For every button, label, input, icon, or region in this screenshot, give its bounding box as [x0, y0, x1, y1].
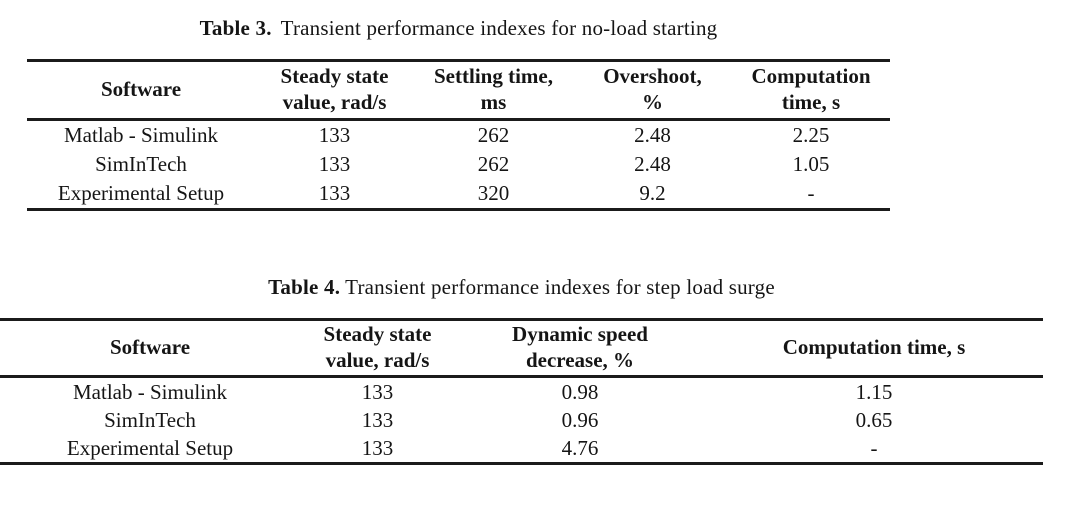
table3-header-software: Software: [100, 77, 182, 102]
table4-header-computation-time: Computation time, s: [782, 335, 966, 360]
cell-computation-time: -: [807, 181, 815, 206]
cell-settling-time: 262: [477, 152, 510, 177]
table3-caption: Table 3. Transient performance indexes fo…: [27, 16, 890, 41]
cell-software: Matlab - Simulink: [73, 379, 227, 404]
table3-no-load-starting: Software Steady state value, rad/s Settl…: [27, 59, 890, 211]
cell-settling-time: 262: [477, 123, 510, 148]
table-row-matlab: Matlab - Simulink 133 262 2.48 2.25: [27, 120, 890, 151]
table3-caption-text: Transient performance indexes for no-loa…: [280, 16, 718, 40]
cell-computation-time: 1.15: [855, 379, 893, 404]
cell-settling-time: 320: [477, 181, 510, 206]
cell-steady-state: 133: [361, 435, 394, 460]
table4-header-steady-state: Steady state value, rad/s: [323, 322, 432, 372]
table4-caption: Table 4. Transient performance indexes fo…: [0, 275, 1043, 300]
cell-steady-state: 133: [361, 407, 394, 432]
table-row-matlab: Matlab - Simulink 133 0.98 1.15: [0, 377, 1043, 407]
table4-caption-text: Transient performance indexes for step l…: [345, 275, 775, 299]
cell-dynamic-speed-decrease: 0.96: [561, 407, 599, 432]
cell-software: Matlab - Simulink: [64, 123, 218, 148]
table4-header-software: Software: [109, 335, 191, 360]
cell-overshoot: 2.48: [634, 152, 671, 177]
table3-header-steady-state: Steady state value, rad/s: [280, 64, 389, 114]
cell-overshoot: 2.48: [634, 123, 671, 148]
cell-steady-state: 133: [318, 181, 351, 206]
cell-steady-state: 133: [361, 379, 394, 404]
table-row-simintech: SimInTech 133 262 2.48 1.05: [27, 150, 890, 179]
table3-header-row: Software Steady state value, rad/s Settl…: [27, 61, 890, 120]
cell-steady-state: 133: [318, 152, 351, 177]
table-row-simintech: SimInTech 133 0.96 0.65: [0, 406, 1043, 434]
table3-caption-label: Table 3.: [199, 16, 272, 40]
cell-software: SimInTech: [95, 152, 187, 177]
cell-steady-state: 133: [318, 123, 351, 148]
table3-header-computation-time: Computation time, s: [751, 64, 871, 114]
table4-header-row: Software Steady state value, rad/s Dynam…: [0, 320, 1043, 377]
cell-computation-time: 0.65: [855, 407, 893, 432]
table-row-experimental: Experimental Setup 133 320 9.2 -: [27, 179, 890, 210]
cell-dynamic-speed-decrease: 0.98: [561, 379, 599, 404]
cell-software: SimInTech: [104, 407, 196, 432]
table-row-experimental: Experimental Setup 133 4.76 -: [0, 434, 1043, 464]
table4-step-load-surge: Software Steady state value, rad/s Dynam…: [0, 318, 1043, 465]
cell-computation-time: 2.25: [792, 123, 830, 148]
cell-software: Experimental Setup: [66, 435, 234, 460]
table3-header-settling-time: Settling time, ms: [434, 64, 553, 114]
cell-dynamic-speed-decrease: 4.76: [561, 435, 599, 460]
cell-overshoot: 9.2: [639, 181, 666, 206]
cell-software: Experimental Setup: [57, 181, 225, 206]
table4-caption-label: Table 4.: [268, 275, 341, 299]
table3-header-overshoot: Overshoot, %: [603, 64, 702, 114]
table4-header-dynamic-speed-decrease: Dynamic speed decrease, %: [512, 322, 648, 372]
cell-computation-time: -: [870, 435, 878, 460]
cell-computation-time: 1.05: [792, 152, 830, 177]
